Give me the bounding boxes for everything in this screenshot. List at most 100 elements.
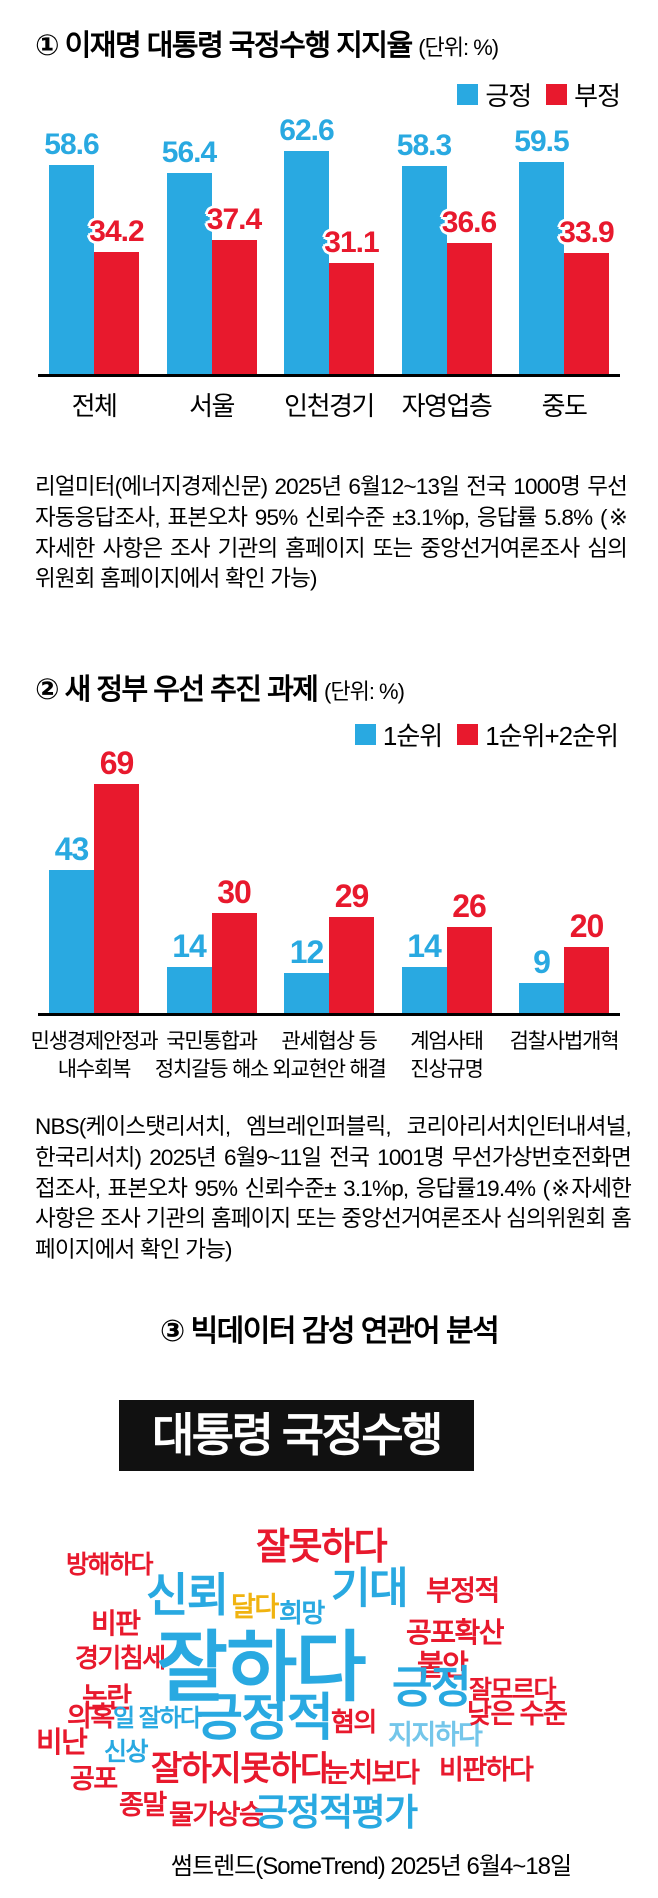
bar-부정: 36.6	[442, 208, 497, 374]
wordcloud-word: 지지하다	[388, 1720, 483, 1750]
bar-group: 43 69	[49, 747, 139, 1013]
category-label: 검찰사법개혁	[509, 1030, 620, 1053]
legend-label-first-plus-second: 1순위+2순위	[485, 721, 619, 751]
survey2-source-note: NBS(케이스탯리서치, 엠브레인퍼블릭, 코리아리서치인터내셔널, 한국리서치…	[35, 1114, 632, 1263]
wordcloud-word: 일 잘하다	[113, 1705, 202, 1732]
category-label: 계엄사태 진상규명	[410, 1030, 484, 1082]
bar-group: 9 20	[519, 910, 609, 1013]
category-label: 서울	[189, 391, 235, 421]
bar-긍정: 62.6	[279, 116, 335, 374]
wordcloud-word: 종말	[119, 1790, 167, 1820]
bar-group: 14 30	[166, 876, 257, 1013]
bar-1순위: 9	[519, 946, 564, 1013]
bar-value-label: 9	[533, 944, 551, 980]
wordcloud-word: 방해하다	[66, 1551, 154, 1579]
wordcloud-word: 의혹	[67, 1702, 115, 1732]
bar-1순위+2순위: 30	[211, 876, 257, 1013]
bar-group: 58.6 34.2	[44, 130, 145, 374]
bar-value-label: 29	[334, 878, 370, 914]
bar-value-label: 20	[569, 908, 605, 944]
bar-value-label: 30	[217, 874, 252, 910]
legend-item-positive: 긍정	[457, 76, 532, 113]
legend-item-first-choice: 1순위	[354, 716, 443, 753]
bar-부정: 31.1	[324, 228, 380, 374]
bar-value-label: 33.9	[559, 216, 614, 249]
bar-부정: 34.2	[89, 217, 145, 374]
section2-title: ② 새 정부 우선 추진 과제 (단위: %)	[35, 666, 405, 708]
wordcloud-word: 부정적	[426, 1575, 500, 1606]
wordcloud-word: 달다	[231, 1592, 279, 1622]
wordcloud-word: 잘모르다	[469, 1676, 557, 1704]
wordcloud-word: 긍정	[392, 1663, 471, 1712]
priority-tasks-bar-chart: 43 69 14 30 12 29 14 26 9 20	[38, 747, 620, 1016]
bar-value-label: 58.3	[396, 129, 452, 162]
section2-title-text: ② 새 정부 우선 추진 과제	[35, 674, 319, 706]
section2-unit-note: (단위: %)	[324, 679, 405, 704]
bar-value-label: 36.6	[441, 206, 497, 239]
bar-value-label: 69	[99, 745, 135, 781]
bar-긍정: 58.3	[397, 131, 452, 374]
bar-group: 59.5 33.9	[514, 127, 615, 374]
legend-label-first-choice: 1순위	[382, 721, 443, 751]
bar-value-label: 56.4	[161, 136, 217, 169]
bar-1순위+2순위: 69	[94, 747, 139, 1013]
bar-부정: 33.9	[559, 218, 615, 374]
bar-value-label: 34.2	[89, 215, 144, 248]
wordcloud-word: 불안	[417, 1650, 469, 1682]
bar-value-label: 14	[172, 928, 207, 964]
category-label: 자영업층	[401, 391, 493, 421]
bar-value-label: 58.6	[44, 128, 99, 161]
bar-1순위+2순위: 20	[564, 910, 609, 1013]
wordcloud-word: 물가상승	[169, 1800, 264, 1830]
legend-item-negative: 부정	[546, 76, 621, 113]
negative-swatch-icon	[546, 84, 568, 105]
bar-1순위: 12	[284, 936, 329, 1013]
bar-group: 62.6 31.1	[279, 116, 380, 374]
bar-긍정: 59.5	[514, 127, 570, 374]
bar-value-label: 12	[289, 934, 325, 970]
wordcloud-word: 비판하다	[439, 1755, 534, 1785]
wordcloud-word: 긍정적	[196, 1689, 334, 1746]
chart2-legend: 1순위 1순위+2순위	[354, 716, 619, 753]
wordcloud-word: 낮은 수준	[467, 1699, 568, 1729]
wordcloud-word: 논란	[82, 1682, 132, 1713]
chart1-legend: 긍정 부정	[457, 76, 621, 113]
priority-chart-categories: 민생경제안정과 내수회복 국민통합과 정치갈등 해소 관세협상 등 외교현안 해결 계엄사태…	[30, 1028, 620, 1085]
approval-chart-categories: 전체 서울 인천경기 자영업층 중도	[38, 386, 620, 423]
bar-1순위+2순위: 29	[329, 880, 374, 1013]
wordcloud-source-note: 썸트렌드(SomeTrend) 2025년 6월4~18일	[170, 1853, 572, 1880]
bar-1순위: 43	[49, 833, 94, 1013]
wordcloud-word: 잘하지못하다	[151, 1750, 331, 1788]
first-plus-second-swatch-icon	[457, 724, 479, 745]
wordcloud-word: 비판	[91, 1608, 141, 1639]
wordcloud-word: 비난	[36, 1727, 88, 1759]
wordcloud-word: 긍정적평가	[254, 1792, 418, 1833]
category-label: 민생경제안정과 내수회복	[30, 1030, 159, 1082]
wordcloud-word: 신뢰	[146, 1569, 229, 1621]
bar-1순위: 14	[401, 930, 447, 1013]
wordcloud-word: 기대	[331, 1565, 409, 1613]
keyword-box: 대통령 국정수행	[119, 1400, 474, 1471]
category-label: 국민통합과 정치갈등 해소	[154, 1030, 270, 1082]
bar-group: 14 26	[401, 890, 492, 1013]
wordcloud-word: 신상	[104, 1738, 149, 1766]
wordcloud-word: 혐의	[331, 1707, 377, 1737]
bar-value-label: 31.1	[324, 226, 379, 259]
bar-group: 56.4 37.4	[162, 138, 262, 374]
bar-group: 12 29	[284, 880, 374, 1013]
bar-value-label: 26	[452, 888, 487, 924]
bar-value-label: 43	[54, 831, 90, 867]
bar-value-label: 62.6	[279, 114, 334, 147]
bar-1순위+2순위: 26	[446, 890, 492, 1013]
wordcloud-word: 잘하다	[157, 1625, 367, 1711]
bar-긍정: 56.4	[162, 138, 217, 374]
legend-label-negative: 부정	[574, 81, 621, 111]
wordcloud-word: 경기침세	[75, 1643, 166, 1673]
approval-bar-chart: 58.6 34.2 56.4 37.4 62.6 31.1 58.3 36.6 59.5 33.9	[38, 116, 620, 377]
bar-긍정: 58.6	[44, 130, 100, 374]
section3-title: ③ 빅데이터 감성 연관어 분석	[159, 1315, 500, 1348]
section1-unit-note: (단위: %)	[418, 35, 499, 60]
category-label: 관세협상 등 외교현안 해결	[272, 1030, 387, 1082]
legend-label-positive: 긍정	[485, 81, 532, 111]
